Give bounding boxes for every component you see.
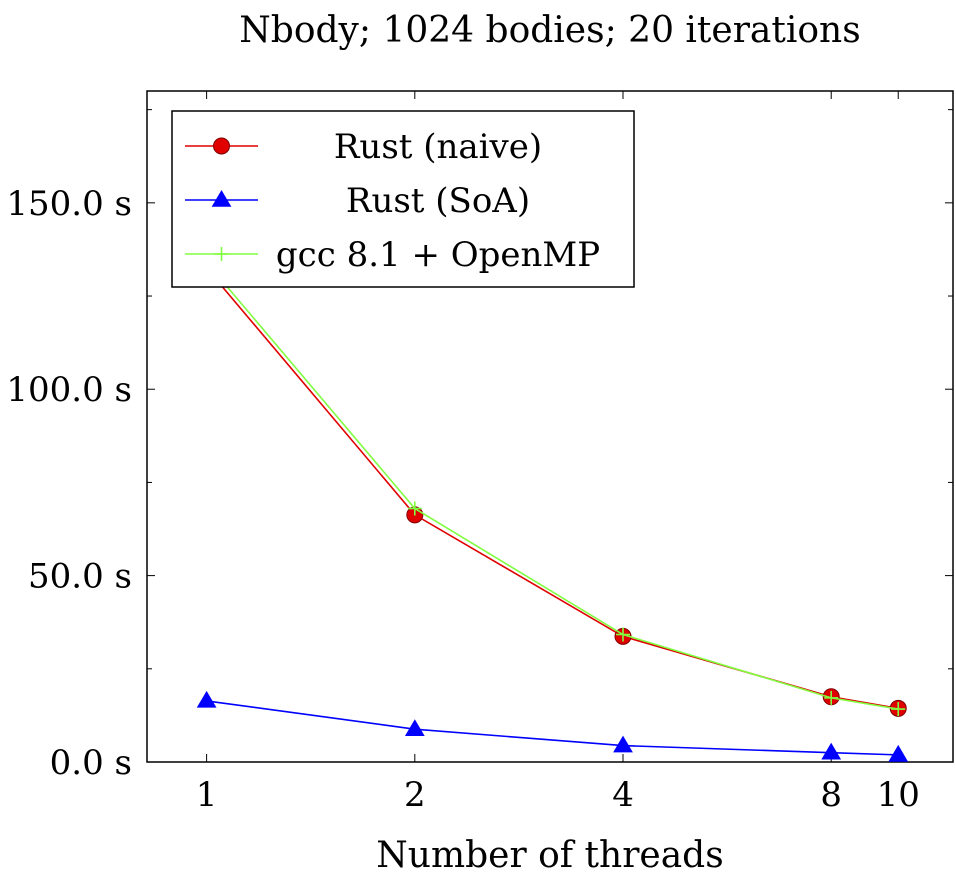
data-point xyxy=(888,744,909,762)
series-2 xyxy=(199,255,906,717)
x-tick-labels: 1 2 4 8 10 xyxy=(196,775,920,815)
data-point xyxy=(616,627,631,642)
legend-marker xyxy=(213,137,230,155)
y-tick-label: 150.0 s xyxy=(6,184,132,224)
x-tick-label: 4 xyxy=(612,775,634,815)
y-tick-label: 50.0 s xyxy=(28,557,132,597)
legend-label: Rust (naive) xyxy=(334,127,542,167)
data-point xyxy=(821,742,842,760)
chart-title: Nbody; 1024 bodies; 20 iterations xyxy=(239,10,860,51)
x-tick-label: 2 xyxy=(404,775,426,815)
legend-box xyxy=(171,110,635,288)
legend-label: Rust (SoA) xyxy=(346,181,530,221)
plot-area xyxy=(146,90,954,763)
legend-label: gcc 8.1 + OpenMP xyxy=(276,235,600,275)
series-line xyxy=(205,267,899,710)
data-point xyxy=(891,702,906,717)
data-point xyxy=(613,735,633,753)
legend: Rust (naive) Rust (SoA) gcc 8.1 + OpenMP xyxy=(171,110,635,288)
y-tick-labels: 0.0 s 50.0 s 100.0 s 150.0 s xyxy=(6,184,132,783)
x-axis-label: Number of threads xyxy=(376,835,723,876)
data-point xyxy=(407,501,422,516)
legend-marker xyxy=(214,247,229,261)
y-tick-label: 100.0 s xyxy=(6,370,132,410)
series-layer xyxy=(196,255,909,762)
x-tick-label: 8 xyxy=(820,775,842,815)
x-tick-label: 1 xyxy=(196,775,218,815)
data-point xyxy=(824,690,839,705)
y-tick-label: 0.0 s xyxy=(50,743,132,783)
legend-marker xyxy=(211,190,232,207)
series-0 xyxy=(198,259,907,717)
series-line xyxy=(205,261,899,710)
data-point xyxy=(196,690,217,708)
x-tick-label: 10 xyxy=(877,775,920,815)
series-line xyxy=(206,700,899,756)
data-point xyxy=(404,719,425,736)
series-1 xyxy=(196,690,909,762)
